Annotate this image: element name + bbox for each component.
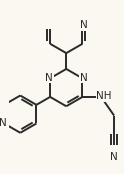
Text: N: N (110, 152, 118, 162)
Text: NH: NH (96, 91, 112, 101)
Text: N: N (45, 73, 53, 83)
Text: N: N (80, 20, 88, 30)
Text: N: N (79, 73, 87, 83)
Text: N: N (0, 118, 7, 128)
